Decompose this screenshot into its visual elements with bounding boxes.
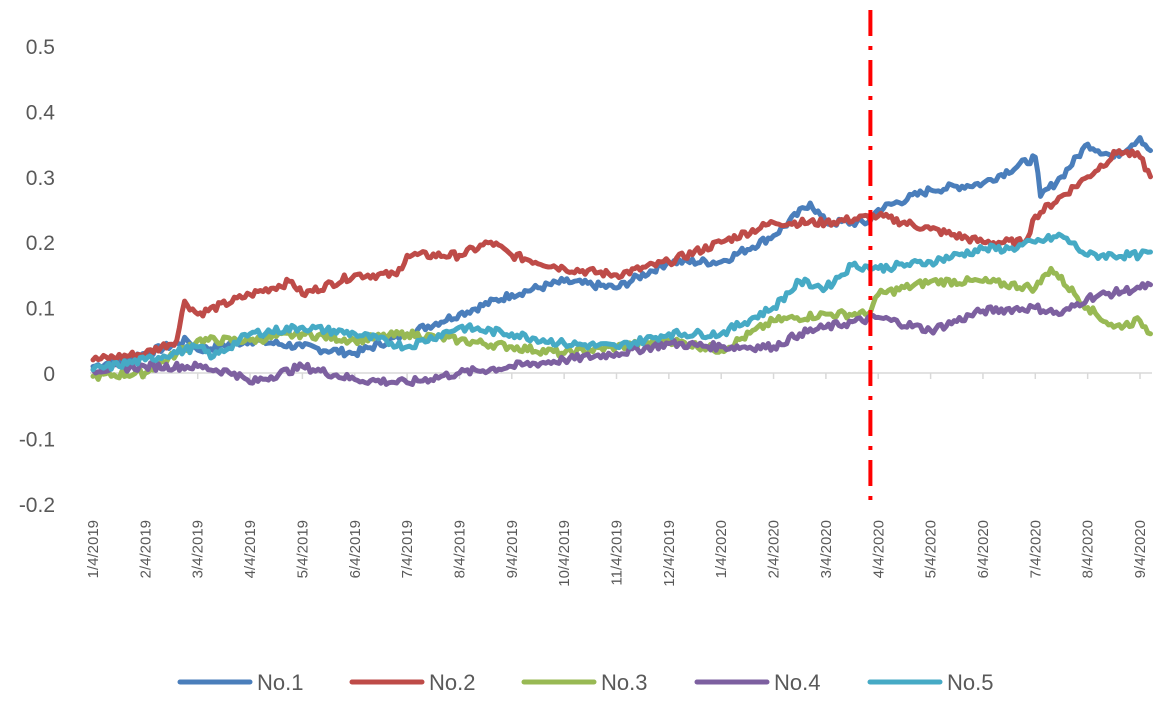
- legend-item: No.3: [521, 670, 647, 695]
- y-tick-label: 0.3: [26, 167, 55, 190]
- legend-item: No.4: [694, 670, 820, 695]
- x-tick-label: 4/4/2019: [242, 520, 259, 578]
- x-tick-label: 3/4/2020: [818, 520, 835, 578]
- x-tick-label: 1/4/2019: [85, 520, 102, 578]
- legend-label: No.4: [774, 670, 820, 695]
- legend-label: No.3: [601, 670, 647, 695]
- x-tick-label: 9/4/2020: [1132, 520, 1149, 578]
- x-tick-label: 8/4/2020: [1080, 520, 1097, 578]
- series-line-no2: [90, 148, 1153, 363]
- x-tick-label: 3/4/2019: [190, 520, 207, 578]
- y-tick-label: -0.2: [19, 494, 55, 517]
- series-line-no1: [90, 135, 1153, 370]
- x-tick-label: 5/4/2019: [294, 520, 311, 578]
- y-tick-label: 0.4: [26, 101, 56, 124]
- x-tick-label: 5/4/2020: [923, 520, 940, 578]
- legend-label: No.2: [429, 670, 475, 695]
- x-axis: 1/4/2019 2/4/2019 3/4/2019 4/4/2019 5/4/2019…: [85, 372, 1152, 587]
- x-tick-label: 10/4/2019: [556, 520, 573, 587]
- y-tick-label: -0.1: [19, 428, 55, 451]
- x-tick-label: 8/4/2019: [451, 520, 468, 578]
- x-tick-label: 7/4/2020: [1027, 520, 1044, 578]
- legend-item: No.1: [177, 670, 303, 695]
- legend-label: No.1: [257, 670, 303, 695]
- x-tick-label: 4/4/2020: [870, 520, 887, 578]
- x-tick-label: 2/4/2019: [137, 520, 154, 578]
- y-tick-label: 0.1: [26, 298, 55, 321]
- y-tick-label: 0.5: [26, 36, 55, 59]
- legend-item: No.2: [349, 670, 475, 695]
- legend-item: No.5: [867, 670, 993, 695]
- series-lines: [90, 135, 1153, 387]
- legend-label: No.5: [947, 670, 993, 695]
- x-tick-label: 1/4/2020: [713, 520, 730, 578]
- y-axis: 0.5 0.4 0.3 0.2 0.1 0 -0.1 -0.2: [19, 36, 55, 517]
- series-line-no4: [90, 280, 1153, 387]
- y-tick-label: 0: [43, 363, 55, 386]
- series-line-no5: [90, 231, 1153, 373]
- y-tick-label: 0.2: [26, 232, 55, 255]
- x-tick-label: 9/4/2019: [504, 520, 521, 578]
- legend: No.1 No.2 No.3 No.4 No.5: [177, 670, 993, 695]
- x-tick-label: 12/4/2019: [661, 520, 678, 587]
- x-tick-label: 7/4/2019: [399, 520, 416, 578]
- x-tick-label: 6/4/2020: [975, 520, 992, 578]
- x-tick-label: 11/4/2019: [609, 520, 626, 586]
- x-tick-label: 6/4/2019: [347, 520, 364, 578]
- x-tick-label: 2/4/2020: [766, 520, 783, 578]
